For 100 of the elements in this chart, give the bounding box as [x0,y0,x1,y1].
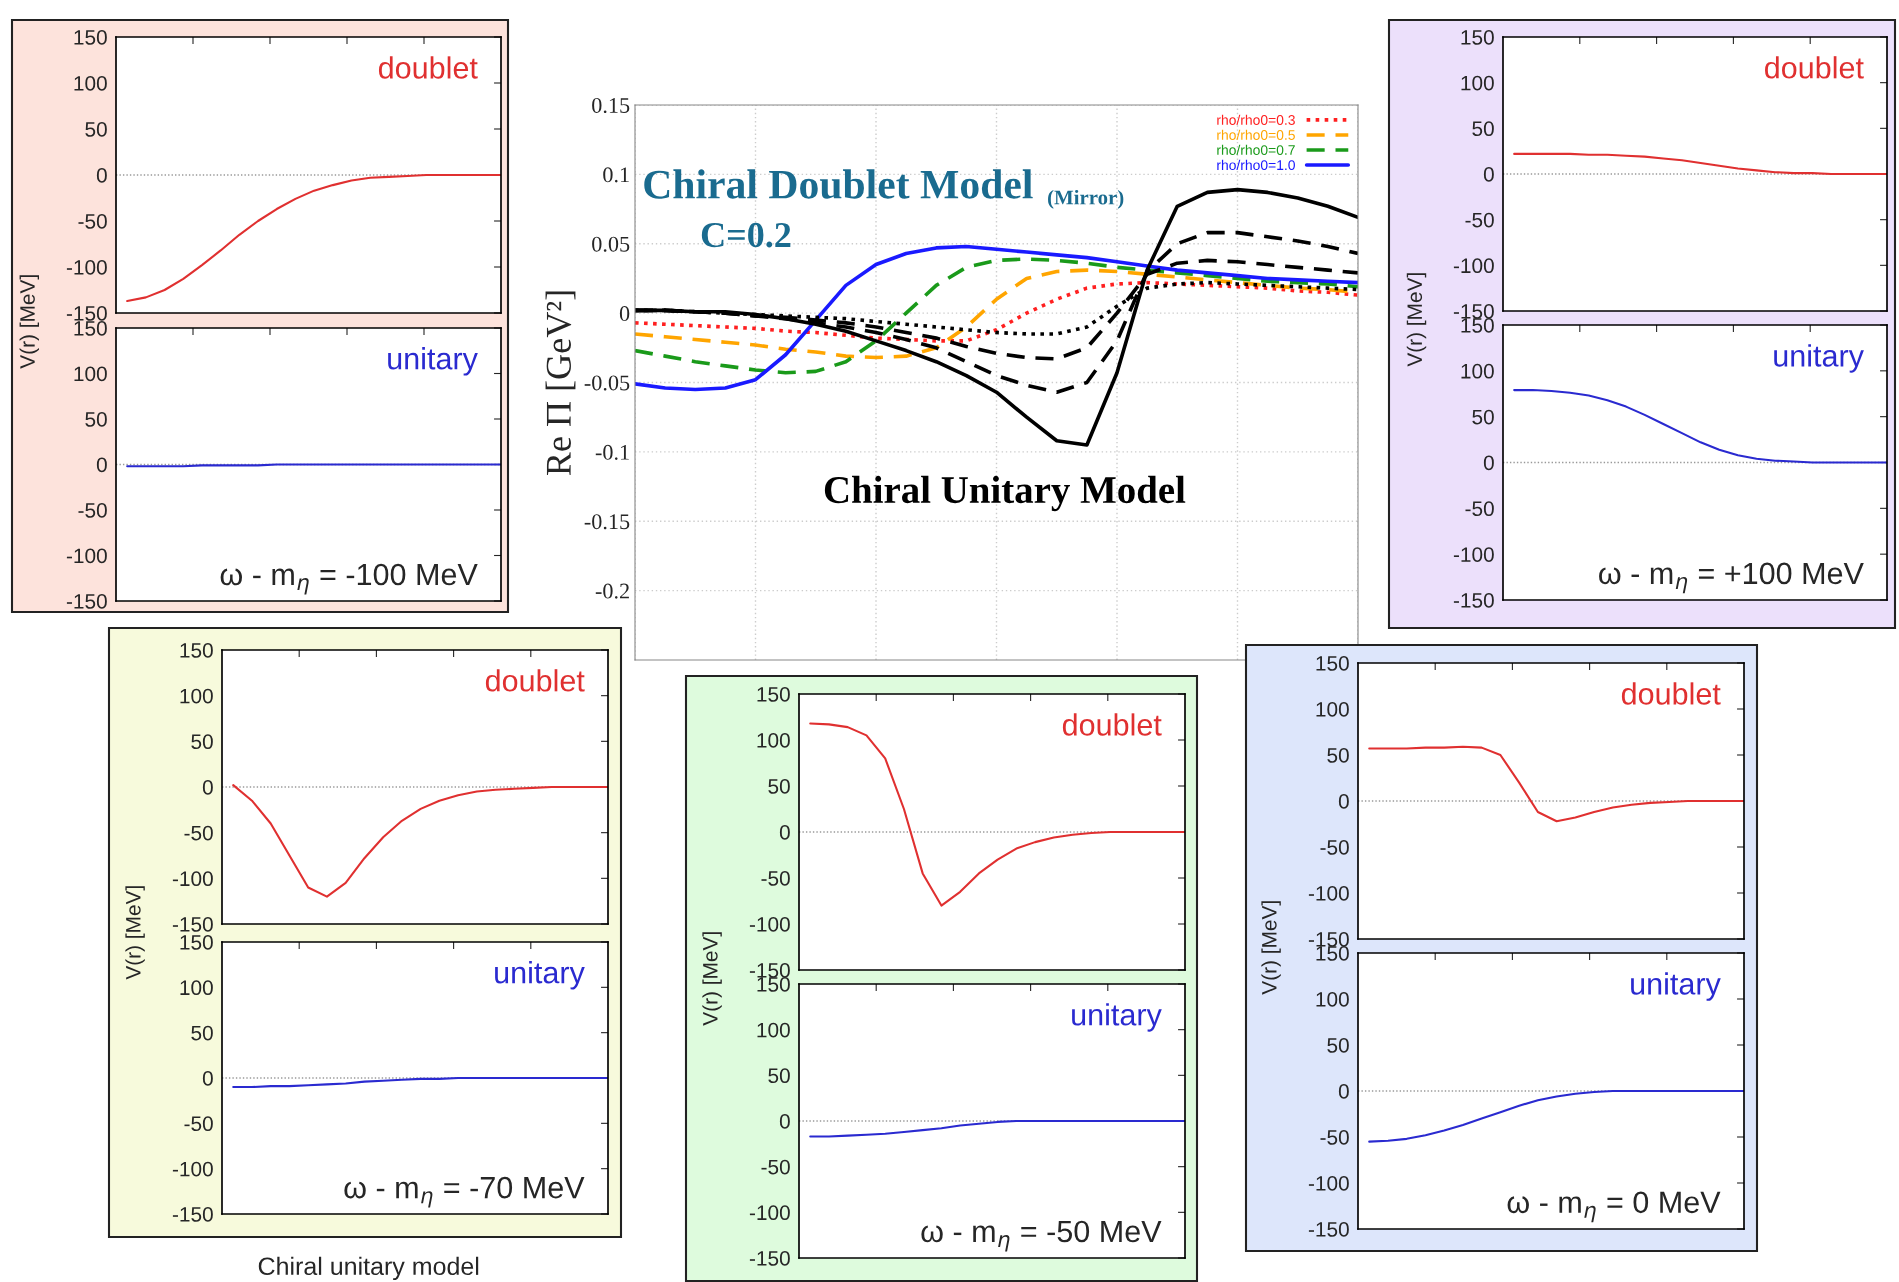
y-tick-label: 100 [180,688,213,704]
y-tick-label: -150 [172,1207,213,1222]
y-tick-label: -150 [1453,304,1494,319]
y-tick-label: -100 [1453,547,1494,562]
y-tick-label: 150 [74,321,107,336]
y-tick-label: 100 [757,1022,790,1038]
y-tick-label: 0.15 [592,97,630,114]
legend-label: rho/rho0=1.0 [1217,159,1295,171]
chart-title: doublet [378,56,478,79]
y-tick-label: 100 [1316,992,1349,1007]
y-tick-label: -100 [66,260,107,275]
y-tick-label: -50 [761,1159,790,1175]
y-tick-label: -100 [749,917,790,932]
y-tick-label: -100 [1308,886,1349,901]
y-axis-title: V(r) [MeV] [1406,273,1427,367]
y-tick-label: 50 [191,734,213,750]
y-tick-label: 50 [1472,121,1494,137]
y-tick-label: 100 [1461,363,1494,379]
text: unitary [495,961,585,990]
y-tick-label: -50 [78,214,107,229]
y-tick-label: -100 [1453,258,1494,274]
annotation: (Mirror) [1048,189,1124,209]
y-tick-label: -100 [172,1161,213,1177]
chart-title: doublet [1765,56,1864,79]
legend-label: rho/rho0=0.3 [1217,114,1295,125]
y-tick-label: -100 [749,1205,790,1221]
y-tick-label: 150 [1461,318,1494,333]
y-axis-title: V(r) [MeV] [19,275,39,369]
y-tick-label: 0 [202,780,213,795]
annotation: Chiral Unitary Model [824,475,1186,512]
y-tick-label: 50 [1472,409,1494,425]
y-tick-label: 50 [768,1068,790,1084]
y-tick-label: -0.1 [595,444,629,460]
y-tick-label: 0 [779,825,790,840]
y-tick-label: 50 [1327,1038,1349,1053]
text: unitary [1072,1003,1162,1032]
y-tick-label: -150 [749,1251,790,1266]
y-tick-label: -50 [184,825,213,841]
y-tick-label: 150 [757,977,790,992]
y-tick-label: 100 [757,733,790,748]
y-tick-label: 0 [96,457,107,473]
y-tick-label: -50 [1320,1130,1349,1145]
y-tick-label: 0.1 [603,167,629,183]
y-tick-label: -50 [1320,840,1349,855]
y-tick-label: -0.2 [595,583,629,599]
y-tick-label: -50 [184,1116,213,1132]
y-tick-label: 0 [1338,1084,1349,1099]
y-tick-label: 150 [1316,946,1349,961]
y-tick-label: 150 [180,643,213,658]
y-tick-label: 100 [1316,702,1349,717]
y-tick-label: 100 [74,366,107,382]
y-tick-label: -150 [1453,593,1494,608]
y-tick-label: 50 [191,1025,213,1041]
y-tick-label: -100 [1308,1176,1349,1191]
y-axis-title: V(r) [MeV] [1261,901,1281,995]
y-tick-label: -150 [1308,932,1349,947]
y-tick-label: -50 [78,503,107,518]
legend-label: rho/rho0=0.7 [1217,144,1295,155]
annotation: ω - m$_{η}$ = -70 MeV [344,1176,585,1208]
y-tick-label: -0.05 [584,375,630,391]
y-tick-label: 0 [779,1114,790,1129]
text: unitary [1774,344,1864,373]
y-tick-label: 50 [1327,748,1349,763]
y-tick-label: 50 [85,122,107,137]
y-tick-label: 0.05 [592,236,630,252]
y-tick-label: 150 [180,935,213,950]
y-tick-label: 50 [768,779,790,794]
y-tick-label: 150 [1461,30,1494,45]
y-tick-label: 0 [1483,455,1494,471]
y-tick-label: -150 [749,963,790,978]
chart-title: doublet [1062,713,1162,736]
y-tick-label: -50 [761,871,790,886]
y-tick-label: 100 [180,980,213,996]
y-axis-title: V(r) [MeV] [125,886,145,980]
annotation: ω - m$_{η}$ = -50 MeV [921,1220,1162,1252]
y-tick-label: -50 [1465,212,1494,228]
annotation: ω - m$_{η}$ = -100 MeV [220,563,478,595]
y-tick-label: 0 [202,1071,213,1086]
y-tick-label: 150 [757,687,790,702]
y-axis-title: V(r) [MeV] [702,932,722,1026]
y-tick-label: -0.15 [584,514,630,530]
y-tick-label: 0 [96,168,107,183]
y-tick-label: 100 [1461,75,1494,91]
y-axis-title: Re Π [GeV²] [545,291,576,476]
legend-label: rho/rho0=0.5 [1217,129,1295,140]
y-tick-label: -100 [66,548,107,564]
y-tick-label: 0 [619,306,630,322]
y-tick-label: 150 [74,30,107,45]
chart-title: doublet [1621,682,1721,705]
annotation: ω - m$_{η}$ = 0 MeV [1507,1191,1721,1223]
y-tick-label: -50 [1465,501,1494,517]
text: Chiral unitary model [258,1256,479,1281]
text: unitary [1631,972,1721,1001]
y-tick-label: -150 [66,306,107,321]
y-tick-label: 0 [1483,167,1494,182]
y-tick-label: 0 [1338,794,1349,809]
y-tick-label: -150 [1308,1222,1349,1237]
y-tick-label: -100 [172,871,213,887]
y-tick-label: -150 [66,594,107,609]
y-tick-label: 150 [1316,656,1349,671]
